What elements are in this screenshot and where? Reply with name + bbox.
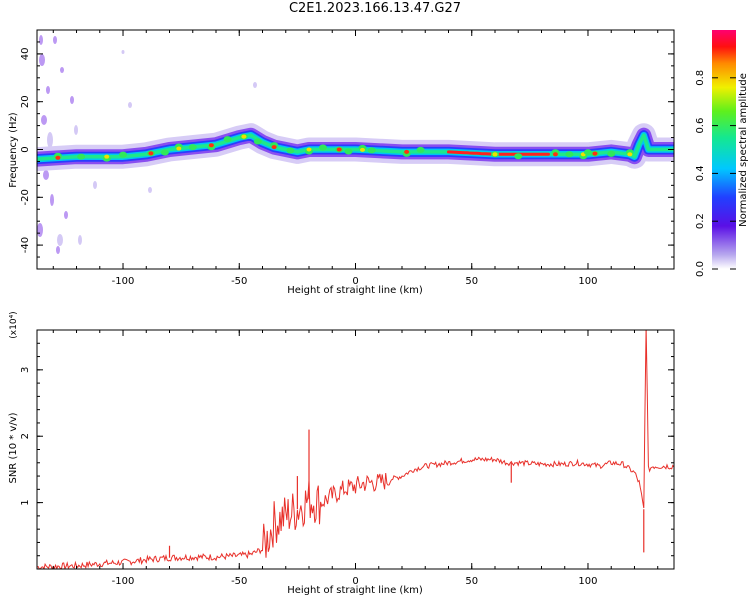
colorbar-tick-label: 0.2	[695, 213, 706, 229]
y-tick-label: 40	[20, 48, 31, 61]
ridge-peak	[208, 143, 214, 148]
ridge-blob	[318, 144, 327, 151]
ridge-blob	[119, 151, 128, 158]
colorbar-tick-label: 0.8	[695, 70, 706, 86]
ridge-blob	[188, 144, 197, 151]
ridge-peak	[55, 155, 61, 160]
x-tick-label: 0	[352, 576, 358, 587]
ridge-peak	[404, 149, 410, 154]
ridge-peak	[104, 154, 110, 159]
colorbar: 0.0 0.2 0.4 0.6 0.8 Normalized spectral ampl…	[695, 30, 749, 277]
y-tick-label: 20	[20, 95, 31, 108]
page-title: C2E1.2023.166.13.47.G27	[288, 1, 462, 16]
colorbar-tick-label: 0.4	[695, 165, 706, 181]
colorbar-tick-label: 0.6	[695, 118, 706, 134]
x-tick-label: 0	[352, 276, 358, 287]
spectral-ridge	[37, 123, 674, 172]
y-tick-label: -20	[20, 189, 31, 205]
x-tick-label: -50	[231, 576, 247, 587]
ridge-peak	[492, 152, 498, 157]
y-tick-label: 1	[20, 499, 31, 505]
x-tick-label: 100	[578, 276, 597, 287]
spectrogram-x-ticks: -100 -50 0 50 100	[52, 30, 659, 287]
snr-y-axis-label: SNR (10 * v/v)	[8, 412, 19, 483]
y-tick-label: -40	[20, 237, 31, 253]
ridge-blob	[223, 136, 232, 143]
ridge-peak	[241, 134, 247, 139]
ridge-blob	[253, 138, 262, 145]
snr-multiplier-label: (x10⁴)	[9, 311, 19, 338]
x-tick-label: 50	[465, 576, 478, 587]
snr-y-ticks: 1 2 3	[20, 342, 674, 557]
ridge-blob	[367, 147, 376, 154]
ridge-blob	[416, 146, 425, 153]
ridge-blob	[160, 149, 169, 156]
ridge-peak	[306, 147, 312, 152]
ridge-peak	[359, 147, 365, 152]
snr-plot-area	[37, 330, 674, 569]
colorbar-tick-label: 0.0	[695, 261, 706, 277]
snr-panel: -100 -50 0 50 100 1 2 3 Height of straight lin…	[8, 311, 675, 596]
y-tick-label: 0	[20, 146, 31, 152]
x-tick-label: -100	[112, 576, 135, 587]
ridge-blob	[583, 149, 592, 156]
ridge-peak	[176, 146, 182, 151]
x-tick-label: -50	[231, 276, 247, 287]
x-tick-label: -100	[112, 276, 135, 287]
y-tick-label: 2	[20, 433, 31, 439]
snr-series	[37, 330, 674, 569]
ridge-blob	[607, 150, 616, 157]
ridge-blob	[77, 153, 86, 160]
ridge-peak	[552, 152, 558, 157]
colorbar-label: Normalized spectral amplitude	[738, 73, 749, 227]
x-tick-label: 50	[465, 276, 478, 287]
ridge-blob	[565, 151, 574, 158]
colorbar-gradient	[712, 30, 736, 269]
spectrogram-y-ticks: -40 -20 0 20 40	[20, 29, 674, 270]
snr-line	[37, 330, 674, 569]
spectrogram-y-axis-label: Frequency (Hz)	[8, 112, 19, 188]
ridge-blob	[514, 153, 523, 160]
ridge-peak	[148, 151, 154, 156]
ridge-blob	[344, 148, 353, 155]
y-tick-label: 3	[20, 367, 31, 373]
ridge-blob	[286, 147, 295, 154]
spectrogram-x-axis-label: Height of straight line (km)	[287, 285, 423, 296]
colorbar-ticks: 0.0 0.2 0.4 0.6 0.8	[695, 70, 736, 277]
ridge-peak	[271, 145, 277, 150]
snr-x-axis-label: Height of straight line (km)	[287, 585, 423, 596]
spectrogram-panel: -100 -50 0 50 100 -40 -20 0 20 40 Height of stra…	[8, 29, 675, 296]
snr-x-ticks: -100 -50 0 50 100	[52, 330, 659, 587]
ridge-peak	[627, 152, 633, 157]
x-tick-label: 100	[578, 576, 597, 587]
ridge-peak	[336, 147, 342, 152]
ridge-peak	[592, 151, 598, 156]
